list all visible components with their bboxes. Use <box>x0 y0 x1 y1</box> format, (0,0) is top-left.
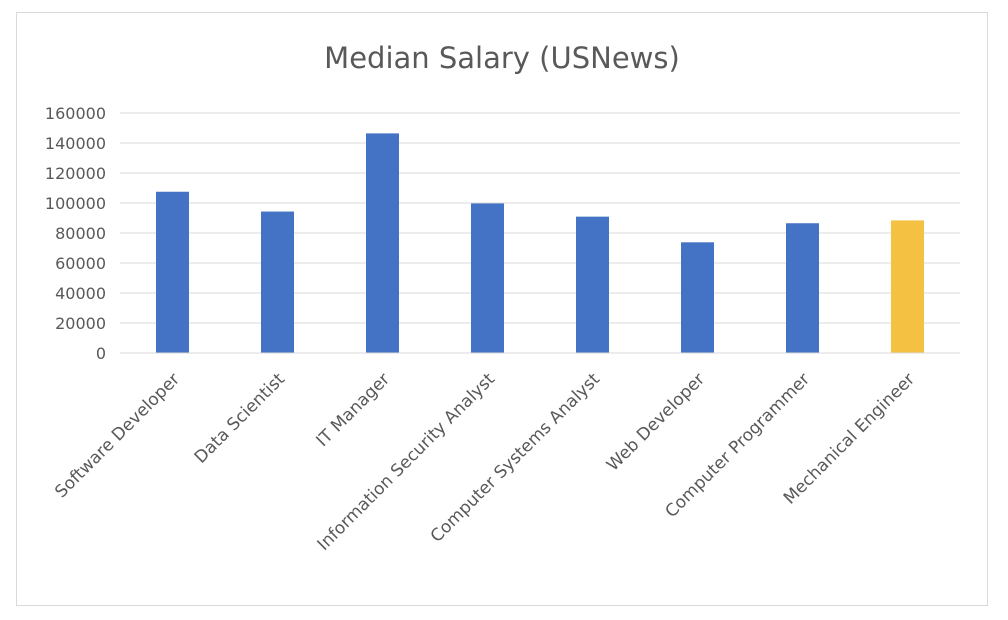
y-tick-label: 80000 <box>55 224 106 243</box>
x-tick-label: Information Security Analyst <box>314 369 500 555</box>
x-tick-label: Data Scientist <box>191 369 290 468</box>
y-tick-label: 60000 <box>55 254 106 273</box>
bar <box>786 223 819 353</box>
y-axis-ticks: 0 20000 40000 60000 80000 100000 120000 140000 1… <box>45 104 106 363</box>
y-tick-label: 160000 <box>45 104 106 123</box>
bar <box>681 242 714 353</box>
bar <box>156 191 189 353</box>
bar <box>471 203 504 353</box>
gridlines <box>120 112 960 324</box>
bar <box>891 220 924 353</box>
y-tick-label: 0 <box>96 344 106 363</box>
y-tick-label: 20000 <box>55 314 106 333</box>
x-tick-label: Software Developer <box>51 369 184 502</box>
bar <box>261 211 294 353</box>
chart-title: Median Salary (USNews) <box>324 41 680 75</box>
bar <box>366 133 399 353</box>
y-tick-label: 140000 <box>45 134 106 153</box>
x-tick-label: Computer Systems Analyst <box>427 369 605 547</box>
bar <box>576 216 609 353</box>
y-tick-label: 40000 <box>55 284 106 303</box>
bars <box>156 133 924 353</box>
x-tick-label: IT Manager <box>312 369 394 451</box>
y-tick-label: 120000 <box>45 164 106 183</box>
y-tick-label: 100000 <box>45 194 106 213</box>
x-tick-label: Web Developer <box>603 369 709 475</box>
x-axis-labels: Software Developer Data Scientist IT Manag… <box>51 369 919 555</box>
